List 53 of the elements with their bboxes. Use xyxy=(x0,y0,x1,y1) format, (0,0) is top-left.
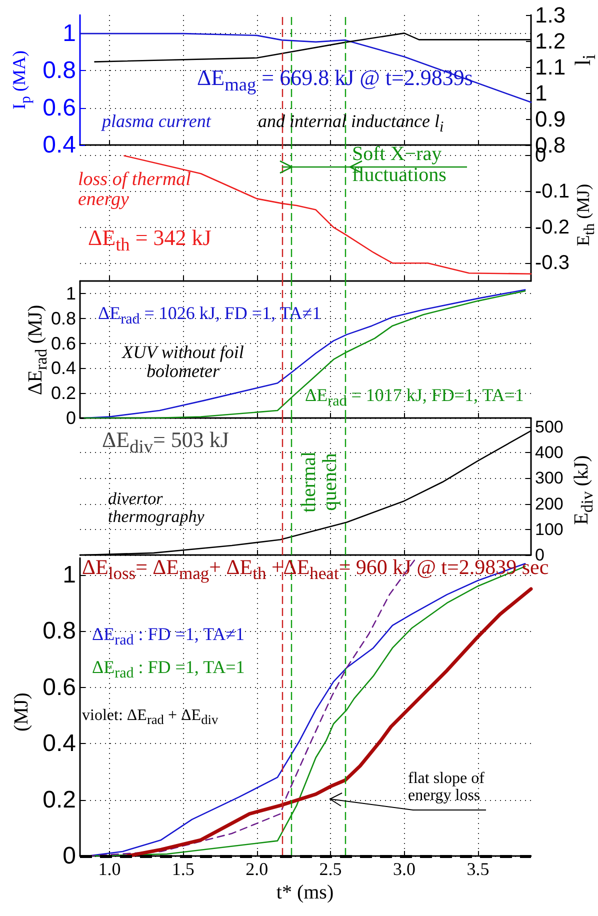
y2-tick-label: 1.1 xyxy=(535,54,566,80)
annotation: Soft X−ray fluctuations xyxy=(352,143,448,186)
y2-tick-label: 400 xyxy=(535,443,564,462)
y2-tick-label: 500 xyxy=(535,417,564,436)
y2-tick-label: 100 xyxy=(535,520,564,539)
annotation: thermal quench xyxy=(298,450,341,515)
annotation: violet: ΔE$_{rad}$ + ΔE$_{div}$ xyxy=(82,707,218,728)
x-tick-label: 3.5 xyxy=(466,859,490,879)
y-axis-title: (MJ) xyxy=(10,692,34,732)
x-tick-label: 3.0 xyxy=(393,859,416,879)
y-tick-label: 1 xyxy=(62,20,76,48)
x-tick-label: 1.0 xyxy=(98,859,121,879)
annotation: loss of thermal energy xyxy=(78,169,192,210)
annotation: ΔE$_{th}$ = 342 kJ xyxy=(88,225,212,255)
y-tick-label: 0.4 xyxy=(42,730,76,758)
annotation: ΔE$_{rad}$ : FD =1, TA≠1 xyxy=(92,624,245,650)
y-tick-label: 0.4 xyxy=(42,132,76,158)
y2-tick-label: 300 xyxy=(535,468,564,488)
y2-tick-label: 1.2 xyxy=(535,28,566,54)
y2-tick-label: 200 xyxy=(535,494,564,514)
y2-tick-label: -0.1 xyxy=(535,180,570,203)
x-tick-label: 2.0 xyxy=(246,859,268,879)
annotation: ΔE$_{rad}$ : FD =1, TA=1 xyxy=(92,657,245,682)
y2-tick-label: -0.2 xyxy=(535,216,570,238)
annotation: ΔE$_{div}$= 503 kJ xyxy=(102,427,229,457)
y-tick-label: 0.6 xyxy=(50,333,76,354)
annotation: divertor thermography xyxy=(108,489,206,526)
annotation: ΔE$_{mag}$ = 669.8 kJ @ t=2.9839s xyxy=(197,65,473,95)
annotation: flat slope of energy loss xyxy=(408,770,486,805)
y2-tick-label: 1 xyxy=(535,80,548,106)
y-tick-label: 0.8 xyxy=(42,57,76,84)
y-tick-label: 0.6 xyxy=(42,94,76,122)
y-tick-label: 0.6 xyxy=(42,674,76,701)
y-tick-label: 1 xyxy=(62,561,76,588)
y-tick-label: 0.4 xyxy=(50,358,76,378)
annotation: ΔE$_{rad}$ = 1026 kJ, FD =1, TA≠1 xyxy=(98,303,322,328)
y-tick-label: 0.2 xyxy=(50,383,76,404)
x-tick-label: 1.5 xyxy=(172,859,194,879)
y-tick-label: 0.2 xyxy=(42,786,76,814)
y-tick-label: 1 xyxy=(66,283,76,304)
y-tick-label: 0.8 xyxy=(50,308,76,328)
y-tick-label: 0 xyxy=(66,408,76,428)
y-tick-label: 0 xyxy=(62,842,76,870)
x-tick-label: 2.5 xyxy=(319,859,342,879)
y2-tick-label: 1.3 xyxy=(535,2,566,28)
y2-tick-label: 0.9 xyxy=(535,106,566,132)
y2-tick-label: -0.3 xyxy=(535,252,570,274)
y-tick-label: 0.8 xyxy=(42,618,76,645)
annotation: plasma current xyxy=(102,111,211,131)
annotation: and internal inductance l$_{i}$ xyxy=(258,111,444,136)
x-axis-title: t* (ms) xyxy=(276,882,334,904)
annotation: XUV without foil bolometer xyxy=(120,342,245,381)
line-series xyxy=(79,32,532,103)
